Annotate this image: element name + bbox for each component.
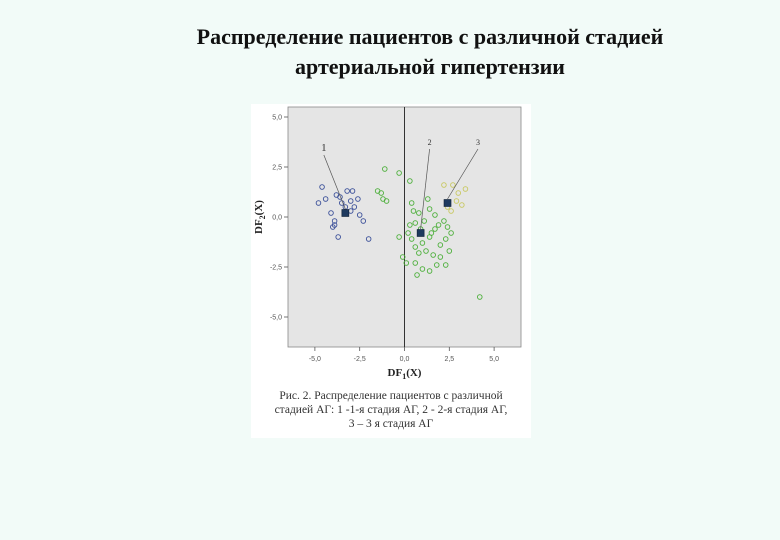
x-tick-label: -2,5 [354,356,366,363]
data-point-group-1 [331,218,338,224]
data-point-group-2 [412,220,419,226]
y-tick-label: 0,0 [272,215,282,222]
data-point-group-2 [383,198,390,204]
data-point-group-1 [360,218,367,224]
data-point-group-2 [423,248,429,254]
x-tick-label: 0,0 [400,356,410,363]
data-point-group-2 [408,200,415,206]
data-point-group-2 [399,254,406,260]
x-axis-label: DF1(X) [388,367,422,381]
data-point-group-2 [444,224,451,230]
caption-line-1: Рис. 2. Распределение пациентов с различ… [279,390,503,402]
slide-title: Распределение пациентов с различной стад… [150,22,710,82]
annotation-label: 2 [428,138,432,147]
data-point-group-2 [446,248,453,254]
data-point-group-1 [344,188,350,194]
data-point-group-1 [351,204,358,210]
data-point-group-2 [442,236,449,242]
y-axis-label: DF2(X) [253,200,267,234]
data-point-group-2 [414,272,420,278]
data-point-group-2 [396,234,402,240]
data-point-group-2 [419,266,426,272]
data-point-group-2 [430,252,436,258]
data-point-group-2 [374,188,381,194]
x-tick-label: 2,5 [444,356,454,363]
data-point-group-1 [355,196,361,202]
data-point-group-3 [459,202,465,208]
data-point-group-2 [435,222,442,228]
data-point-group-2 [425,196,431,202]
data-point-group-3 [441,182,447,188]
data-point-group-2 [403,260,410,266]
y-tick-label: 2,5 [272,165,282,172]
data-point-group-2 [408,236,415,242]
data-point-group-1 [356,212,363,218]
centroid-marker-group-3 [443,199,452,207]
data-point-group-2 [442,262,449,268]
annotation-leader-line [420,148,430,230]
data-point-group-3 [462,186,469,192]
data-point-group-2 [407,178,413,184]
data-point-group-2 [441,218,447,224]
data-point-group-3 [453,198,460,204]
data-point-group-2 [416,250,422,256]
x-tick-label: 5,0 [489,356,499,363]
annotation-label: 3 [476,138,480,147]
data-point-group-1 [349,188,356,194]
figure-image: -5,0 -2,5 0,0 2,5 5,0 5,0 2,5 0,0 -2,5 -5,0 DF1(X)… [251,104,531,438]
y-tick-label: 5,0 [272,115,282,122]
data-point-group-2 [448,230,454,236]
data-point-group-2 [382,166,388,172]
data-point-group-2 [428,230,435,236]
data-point-group-2 [437,254,444,260]
data-point-group-2 [405,230,411,236]
caption-line-3: 3 – 3 я стадия АГ [348,418,434,430]
data-point-group-2 [432,212,438,218]
data-point-group-3 [448,208,454,214]
annotation-leader-line [447,148,479,200]
data-point-group-2 [410,208,417,214]
caption-line-2: стадией АГ: 1 -1-я стадия АГ, 2 - 2-я ст… [274,404,508,416]
figure-caption: Рис. 2. Распределение пациентов с различ… [251,389,531,431]
data-point-group-2 [407,222,413,228]
centroid-marker-group-1 [341,209,350,217]
data-point-group-3 [450,182,456,188]
data-point-group-1 [315,200,322,206]
y-tick-label: -5,0 [270,315,282,322]
data-point-group-1 [365,236,372,242]
data-point-group-2 [419,240,426,246]
data-point-group-2 [477,294,483,300]
data-point-group-2 [421,218,427,224]
scatter-chart: -5,0 -2,5 0,0 2,5 5,0 5,0 2,5 0,0 -2,5 -5,0 DF1(X)… [253,106,522,381]
data-point-group-2 [412,244,419,250]
data-point-group-2 [434,262,440,268]
slide-title-line-2: артериальной гипертензии [295,54,565,79]
data-point-group-3 [455,190,462,196]
centroid-marker-group-2 [416,229,425,237]
annotation-leader-line [323,154,346,210]
x-tick-label: -5,0 [309,356,321,363]
data-point-group-1 [322,196,329,202]
data-point-group-2 [416,210,422,216]
slide-title-line-1: Распределение пациентов с различной стад… [196,24,664,49]
data-point-group-2 [426,206,433,212]
data-point-group-1 [330,224,336,230]
data-point-group-1 [328,210,334,216]
data-point-group-2 [412,260,419,266]
data-point-group-2 [432,226,438,232]
data-point-group-2 [396,170,402,176]
data-point-group-1 [335,234,341,240]
y-tick-label: -2,5 [270,265,282,272]
annotation-label: 1 [321,142,327,154]
data-point-group-1 [347,198,354,204]
data-point-group-2 [426,268,433,274]
data-point-group-1 [319,184,325,190]
data-point-group-2 [437,242,444,248]
